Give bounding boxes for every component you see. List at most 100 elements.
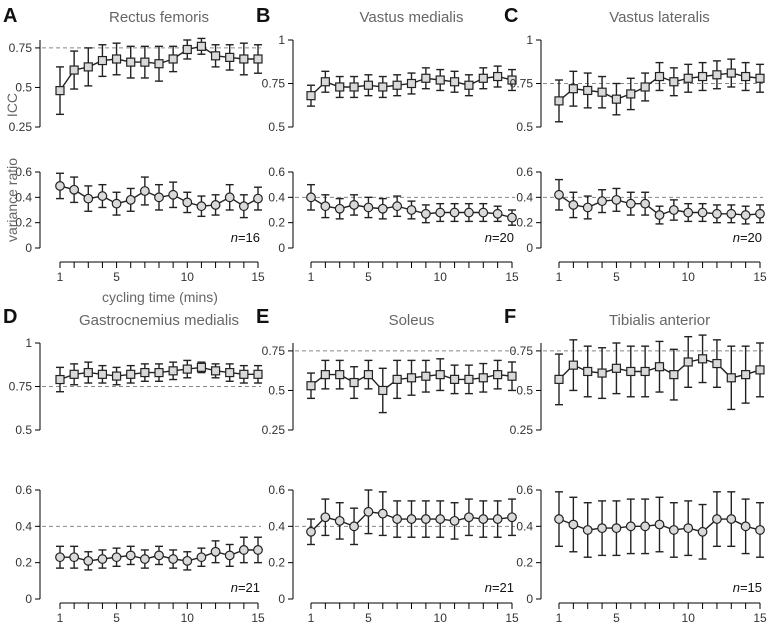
vr-data-point <box>435 514 446 524</box>
icc-data-point <box>493 71 503 82</box>
icc-data-point <box>196 41 207 51</box>
vr-data-point <box>334 203 345 214</box>
x-tick-label: 5 <box>365 270 372 284</box>
panel-letter: B <box>256 5 270 27</box>
vr-data-point <box>210 200 221 210</box>
icc-y-tick-label: 1 <box>526 33 533 47</box>
icc-data-point <box>111 371 122 381</box>
vr-data-point <box>97 554 108 564</box>
icc-data-point <box>640 82 650 92</box>
icc-data-point <box>464 80 474 90</box>
x-tick-label: 10 <box>434 611 448 625</box>
icc-data-point <box>239 54 249 64</box>
vr-data-point <box>435 207 446 218</box>
icc-y-tick-label: 0.5 <box>516 383 533 397</box>
vr-data-point <box>196 552 207 563</box>
sample-size-label: n=15 <box>733 580 762 595</box>
vr-data-point <box>464 512 474 523</box>
icc-data-point <box>611 94 622 104</box>
icc-data-point <box>55 86 65 96</box>
vr-y-tick-label: 0 <box>526 592 533 606</box>
x-tick-label: 5 <box>365 611 372 625</box>
icc-data-point <box>168 366 178 376</box>
x-tick-label: 5 <box>613 611 620 625</box>
icc-data-point <box>126 57 136 67</box>
vr-data-point <box>97 191 108 201</box>
x-tick-label: 1 <box>57 611 64 625</box>
icc-y-tick-label: 1 <box>278 33 285 47</box>
vr-data-point <box>320 201 331 212</box>
icc-data-point <box>611 363 622 373</box>
vr-data-point <box>568 200 579 210</box>
icc-y-tick-label: 0.75 <box>9 41 33 55</box>
vr-y-tick-label: 0.4 <box>268 519 285 533</box>
icc-data-point <box>712 358 722 369</box>
icc-data-point <box>140 57 150 67</box>
icc-data-point <box>363 80 374 90</box>
x-tick-label: 15 <box>505 611 519 625</box>
sample-size-value: =21 <box>238 580 260 595</box>
sample-size-label: n=21 <box>485 580 514 595</box>
vr-y-tick-label: 0.4 <box>268 190 285 204</box>
panel-letter: E <box>256 306 269 328</box>
vr-y-tick-label: 0 <box>25 241 32 255</box>
vr-data-point <box>210 546 221 557</box>
sample-size-value: =20 <box>492 230 514 245</box>
vr-y-tick-label: 0.6 <box>516 483 533 497</box>
icc-data-point <box>406 78 417 89</box>
panel-f: F Tibialis anterior 0.25 0.5 0.75 0 0.2 0.4 0.6 1… <box>504 306 767 625</box>
vr-y-tick-label: 0.2 <box>268 216 285 230</box>
icc-data-point <box>225 367 235 378</box>
icc-y-tick-label: 0.75 <box>510 77 534 91</box>
vr-y-tick-label: 0.2 <box>15 556 32 570</box>
vr-data-point <box>611 194 622 205</box>
vr-y-tick-label: 0 <box>526 241 533 255</box>
icc-data-point <box>154 59 164 69</box>
x-tick-label: 5 <box>113 611 120 625</box>
icc-data-point <box>493 370 503 380</box>
icc-data-point <box>335 370 345 380</box>
icc-data-point <box>726 68 736 78</box>
icc-subplot: 0.5 0.75 1 <box>9 336 263 437</box>
vr-data-point <box>334 515 345 526</box>
vr-data-point <box>377 203 388 214</box>
icc-data-point <box>69 65 79 75</box>
icc-data-point <box>554 96 564 106</box>
vr-data-point <box>554 514 564 524</box>
vr-data-point <box>111 552 122 563</box>
vr-data-point <box>755 208 765 219</box>
icc-data-point <box>182 44 192 55</box>
icc-subplot: 0.25 0.5 0.75 <box>9 37 263 134</box>
vr-data-point <box>568 519 579 530</box>
vr-data-point <box>125 194 136 205</box>
vr-y-tick-label: 0.2 <box>516 556 533 570</box>
icc-data-point <box>478 73 488 83</box>
vr-y-tick-label: 0.2 <box>268 556 285 570</box>
icc-data-point <box>378 385 388 396</box>
vr-data-point <box>755 525 765 535</box>
icc-data-point <box>683 73 693 83</box>
icc-data-point <box>626 366 636 377</box>
panel-title: Rectus femoris <box>109 9 209 26</box>
vr-data-point <box>597 196 607 207</box>
sample-size-symbol: n <box>231 230 238 245</box>
vr-subplot: 0 0.2 0.4 0.6 <box>268 483 517 606</box>
icc-data-point <box>168 54 178 64</box>
vr-data-point <box>640 521 651 532</box>
vr-subplot: 0 0.2 0.4 0.6 <box>516 483 765 606</box>
icc-data-point <box>140 367 150 378</box>
icc-data-point <box>507 371 517 381</box>
icc-y-tick-label: 0.5 <box>15 80 32 94</box>
vr-data-point <box>625 521 636 532</box>
x-tick-label: 1 <box>57 270 64 284</box>
icc-y-tick-label: 0.5 <box>516 120 533 134</box>
icc-y-tick-label: 0.25 <box>262 423 286 437</box>
vr-data-point <box>712 208 722 219</box>
icc-y-tick-label: 0.75 <box>9 380 33 394</box>
panel-title: Vastus lateralis <box>609 9 710 26</box>
vr-data-point <box>253 193 263 204</box>
x-tick-label: 10 <box>181 611 195 625</box>
sample-size-value: =16 <box>238 230 260 245</box>
vr-data-point <box>492 514 503 524</box>
